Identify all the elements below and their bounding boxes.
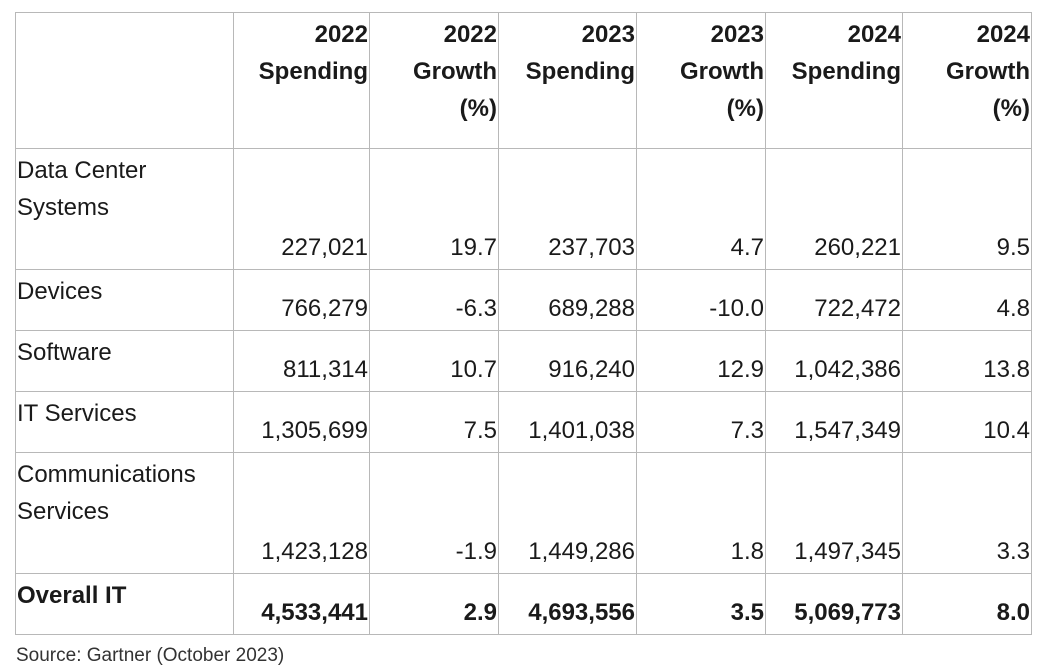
table-cell: 9.5: [902, 148, 1032, 270]
table-cell: 1,305,699: [233, 391, 370, 453]
table-cell: 12.9: [636, 330, 766, 392]
table-cell: 7.3: [636, 391, 766, 453]
table-cell: 1.8: [636, 452, 766, 574]
table-cell: 5,069,773: [765, 573, 903, 635]
table-cell: 8.0: [902, 573, 1032, 635]
table-cell: 1,423,128: [233, 452, 370, 574]
table-cell: 4,693,556: [498, 573, 637, 635]
table-cell: 916,240: [498, 330, 637, 392]
table-cell: 1,547,349: [765, 391, 903, 453]
header-empty-cell: [15, 12, 234, 149]
table-cell: 13.8: [902, 330, 1032, 392]
table-row: Communications Services 1,423,128 -1.9 1,…: [15, 452, 1032, 574]
table-cell: 4.8: [902, 269, 1032, 331]
table-cell: 4,533,441: [233, 573, 370, 635]
row-label: Data Center Systems: [15, 148, 234, 270]
table-row: IT Services 1,305,699 7.5 1,401,038 7.3 …: [15, 391, 1032, 453]
row-label: Communications Services: [15, 452, 234, 574]
row-label: Devices: [15, 269, 234, 331]
table-cell: -1.9: [369, 452, 499, 574]
table-cell: -6.3: [369, 269, 499, 331]
table-cell: 1,449,286: [498, 452, 637, 574]
header-2024-growth: 2024 Growth (%): [902, 12, 1032, 149]
table-cell: 7.5: [369, 391, 499, 453]
table-cell: 3.3: [902, 452, 1032, 574]
table-cell: 3.5: [636, 573, 766, 635]
row-label: Overall IT: [15, 573, 234, 635]
table-cell: 4.7: [636, 148, 766, 270]
total-row: Overall IT 4,533,441 2.9 4,693,556 3.5 5…: [15, 573, 1032, 635]
table-cell: 260,221: [765, 148, 903, 270]
table-cell: 10.4: [902, 391, 1032, 453]
header-row: 2022 Spending 2022 Growth (%) 2023 Spending …: [15, 12, 1032, 149]
header-2023-spending: 2023 Spending: [498, 12, 637, 149]
table-cell: 10.7: [369, 330, 499, 392]
table-row: Data Center Systems 227,021 19.7 237,703 …: [15, 148, 1032, 270]
table-row: Devices 766,279 -6.3 689,288 -10.0 722,4…: [15, 269, 1032, 331]
header-2022-spending: 2022 Spending: [233, 12, 370, 149]
table-row: Software 811,314 10.7 916,240 12.9 1,042…: [15, 330, 1032, 392]
table-cell: 237,703: [498, 148, 637, 270]
row-label: Software: [15, 330, 234, 392]
table-cell: 19.7: [369, 148, 499, 270]
header-2022-growth: 2022 Growth (%): [369, 12, 499, 149]
it-spending-table: 2022 Spending 2022 Growth (%) 2023 Spending …: [15, 12, 1032, 635]
table-cell: 1,401,038: [498, 391, 637, 453]
header-2023-growth: 2023 Growth (%): [636, 12, 766, 149]
source-note: Source: Gartner (October 2023): [16, 645, 285, 666]
table-cell: 2.9: [369, 573, 499, 635]
row-label: IT Services: [15, 391, 234, 453]
table-cell: 811,314: [233, 330, 370, 392]
table-cell: 766,279: [233, 269, 370, 331]
table-cell: -10.0: [636, 269, 766, 331]
table-cell: 227,021: [233, 148, 370, 270]
table-cell: 1,042,386: [765, 330, 903, 392]
table-cell: 1,497,345: [765, 452, 903, 574]
table-cell: 722,472: [765, 269, 903, 331]
header-2024-spending: 2024 Spending: [765, 12, 903, 149]
table-cell: 689,288: [498, 269, 637, 331]
